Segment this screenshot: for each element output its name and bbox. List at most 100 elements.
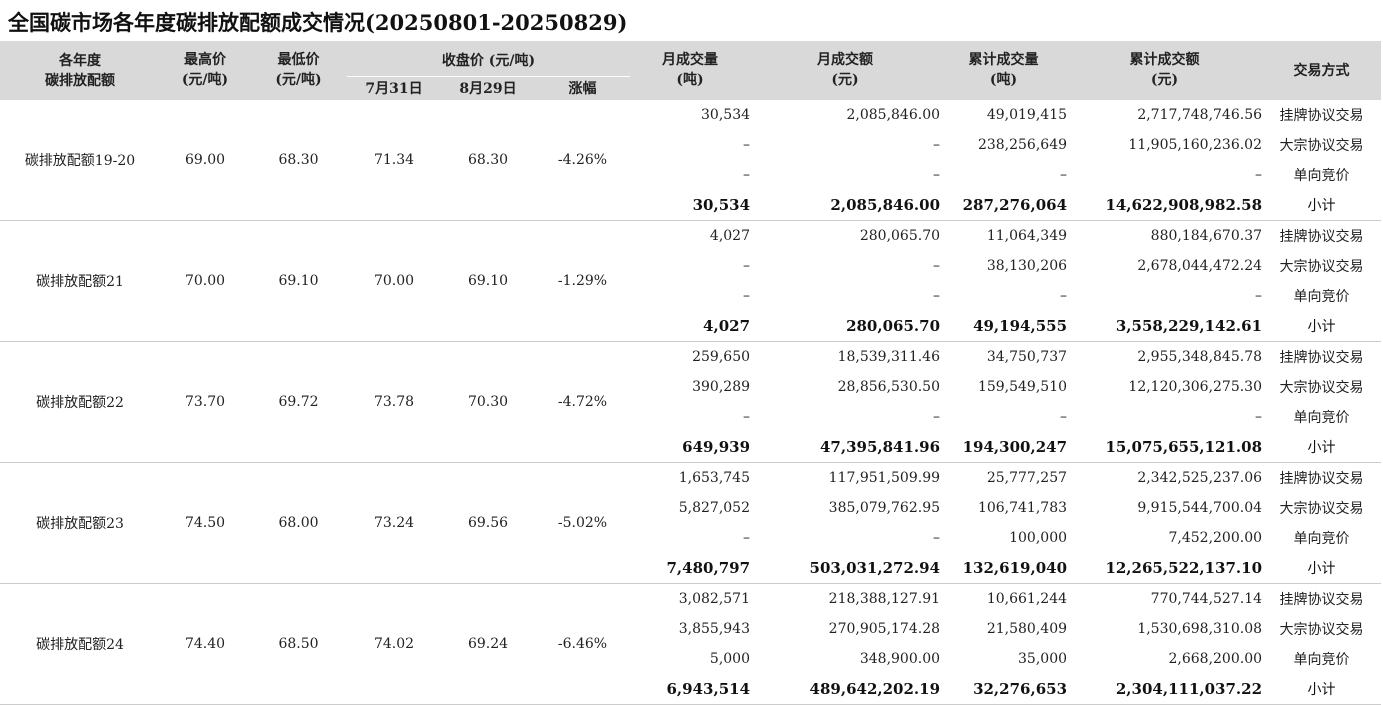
price-change: -6.46%: [535, 583, 631, 705]
high-price: 69.00: [160, 100, 250, 221]
monthly-amount: –: [933, 530, 941, 546]
trading-method: 大宗协议交易: [1279, 380, 1364, 396]
monthly-volume: 4,027: [709, 228, 751, 244]
cumulative-amount: 880,184,670.37: [1150, 228, 1263, 244]
table-row: 390,289 28,856,530.50 159,549,510 12,120,30…: [0, 372, 1381, 402]
cumulative-volume: 238,256,649: [977, 137, 1068, 153]
cumulative-volume: 49,019,415: [986, 107, 1068, 123]
subtotal-row: 7,480,797 503,031,272.94 132,619,040 12,265…: [0, 553, 1382, 584]
cumulative-amount: 2,342,525,237.06: [1137, 470, 1263, 486]
monthly-amount: 2,085,846.00: [750, 190, 941, 221]
monthly-volume: 30,534: [701, 107, 751, 123]
monthly-amount: –: [933, 288, 941, 304]
header-cum-amt-line1: 累计成交额: [1129, 52, 1200, 68]
cumulative-amount: 11,905,160,236.02: [1128, 137, 1263, 153]
trading-method: 挂牌协议交易: [1279, 592, 1364, 608]
subtotal-row: 4,027 280,065.70 49,194,555 3,558,229,142.6…: [0, 311, 1382, 342]
high-price: 70.00: [160, 220, 250, 342]
trading-method: 大宗协议交易: [1279, 622, 1364, 638]
subtotal-row: 30,534 2,085,846.00 287,276,064 14,622,908,…: [0, 190, 1382, 221]
allowance-name: 碳排放配额21: [0, 220, 160, 342]
table-row: – – 100,000 7,452,200.00 单向竞价: [0, 523, 1381, 553]
monthly-volume: 1,653,745: [678, 470, 751, 486]
cumulative-amount: 2,668,200.00: [1168, 651, 1263, 667]
monthly-amount: 47,395,841.96: [750, 432, 941, 463]
low-price: 68.50: [250, 583, 347, 705]
trading-method: 大宗协议交易: [1279, 259, 1364, 275]
subtotal-row: 649,939 47,395,841.96 194,300,247 15,075,65…: [0, 432, 1382, 463]
cumulative-volume: 34,750,737: [986, 349, 1068, 365]
header-closing: 收盘价 (元/吨): [347, 41, 631, 77]
cumulative-volume: –: [1060, 288, 1068, 304]
monthly-volume: –: [743, 258, 751, 274]
cumulative-volume: –: [1060, 409, 1068, 425]
cumulative-amount: 2,955,348,845.78: [1137, 349, 1263, 365]
monthly-amount: 218,388,127.91: [828, 591, 941, 607]
cumulative-amount: 3,558,229,142.61: [1067, 311, 1263, 342]
cumulative-amount: 12,265,522,137.10: [1067, 553, 1263, 584]
cumulative-amount: –: [1255, 409, 1263, 425]
trading-method: 小计: [1262, 311, 1382, 342]
high-price: 74.50: [160, 462, 250, 584]
header-closing-label: 收盘价 (元/吨): [347, 51, 631, 77]
monthly-volume: 3,855,943: [678, 621, 751, 637]
monthly-volume: 390,289: [692, 379, 751, 395]
allowance-name: 碳排放配额24: [0, 583, 160, 705]
trading-method: 单向竞价: [1293, 168, 1350, 184]
close-jul31: 74.02: [347, 583, 441, 705]
close-aug29: 69.24: [441, 583, 535, 705]
monthly-amount: 280,065.70: [750, 311, 941, 342]
cumulative-amount: –: [1255, 288, 1263, 304]
cumulative-volume: 106,741,783: [977, 500, 1068, 516]
trading-method: 挂牌协议交易: [1279, 471, 1364, 487]
cumulative-amount: 770,744,527.14: [1150, 591, 1263, 607]
header-monthly-vol-line2: (吨): [676, 72, 704, 88]
price-change: -4.72%: [535, 341, 631, 463]
monthly-amount: 270,905,174.28: [828, 621, 941, 637]
header-change: 涨幅: [535, 77, 631, 100]
table-row: – – – – 单向竞价: [0, 281, 1381, 311]
monthly-volume: –: [743, 530, 751, 546]
monthly-volume: 5,000: [709, 651, 751, 667]
header-close-jul31: 7月31日: [347, 77, 441, 100]
cumulative-amount: 14,622,908,982.58: [1067, 190, 1263, 221]
cumulative-volume: 10,661,244: [986, 591, 1068, 607]
monthly-volume: –: [743, 137, 751, 153]
monthly-amount: –: [933, 409, 941, 425]
trading-method: 小计: [1262, 432, 1382, 463]
trading-method: 单向竞价: [1293, 289, 1350, 305]
close-aug29: 68.30: [441, 100, 535, 221]
header-monthly-amt-line2: (元): [831, 72, 859, 88]
cumulative-amount: 12,120,306,275.30: [1128, 379, 1263, 395]
cumulative-volume: 132,619,040: [940, 553, 1068, 584]
monthly-amount: –: [933, 137, 941, 153]
header-low-line2: (元/吨): [275, 72, 322, 88]
table-row: – – – – 单向竞价: [0, 402, 1381, 432]
price-change: -5.02%: [535, 462, 631, 584]
trading-method: 小计: [1262, 553, 1382, 584]
trading-method: 挂牌协议交易: [1279, 350, 1364, 366]
cumulative-volume: 21,580,409: [986, 621, 1068, 637]
cumulative-volume: 32,276,653: [940, 674, 1068, 705]
cumulative-amount: 1,530,698,310.08: [1137, 621, 1263, 637]
header-monthly-vol-line1: 月成交量: [662, 52, 719, 68]
table-row: 碳排放配额23 74.50 68.00 73.24 69.56 -5.02% 1,653,7…: [0, 462, 1381, 584]
header-monthly-amt-line1: 月成交额: [817, 52, 874, 68]
header-low-line1: 最低价: [277, 52, 320, 68]
header-method-label: 交易方式: [1293, 62, 1350, 79]
monthly-volume: –: [743, 409, 751, 425]
trading-method: 大宗协议交易: [1279, 501, 1364, 517]
header-allowance: 各年度 碳排放配额: [0, 41, 160, 100]
close-jul31: 73.78: [347, 341, 441, 463]
allowance-name: 碳排放配额23: [0, 462, 160, 584]
cumulative-amount: 15,075,655,121.08: [1067, 432, 1263, 463]
cumulative-volume: 100,000: [1009, 530, 1068, 546]
low-price: 69.72: [250, 341, 347, 463]
low-price: 69.10: [250, 220, 347, 342]
trading-method: 单向竞价: [1293, 410, 1350, 426]
monthly-amount: –: [933, 167, 941, 183]
table-row: 碳排放配额21 70.00 69.10 70.00 69.10 -1.29% 4,027 28…: [0, 220, 1381, 342]
close-jul31: 70.00: [347, 220, 441, 342]
header-cum-vol-line1: 累计成交量: [968, 52, 1039, 68]
table-row: 3,855,943 270,905,174.28 21,580,409 1,530,6…: [0, 614, 1381, 644]
